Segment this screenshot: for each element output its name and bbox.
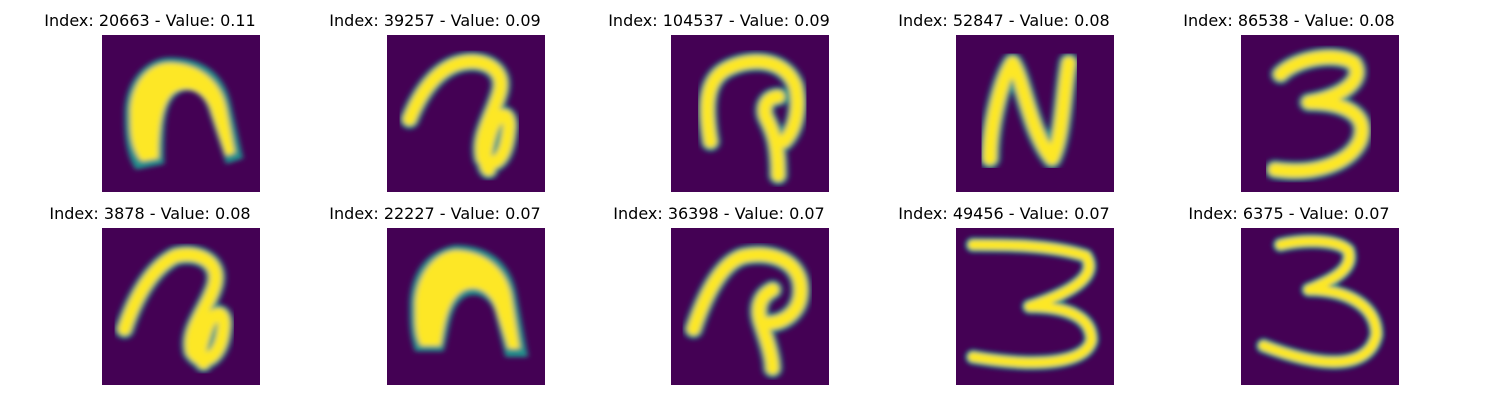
sample-title: Index: 22227 - Value: 0.07 (329, 204, 541, 223)
sample-panel-3: Index: 104537 - Value: 0.09 (569, 0, 869, 200)
sample-panel-10: Index: 6375 - Value: 0.07 (1139, 193, 1439, 393)
sample-panel-6: Index: 3878 - Value: 0.08 (0, 193, 300, 393)
sample-title: Index: 36398 - Value: 0.07 (613, 204, 825, 223)
sample-title: Index: 49456 - Value: 0.07 (898, 204, 1110, 223)
sample-panel-1: Index: 20663 - Value: 0.11 (0, 0, 300, 200)
handwritten-a-loop-icon (387, 35, 545, 192)
handwritten-3-wide-icon (956, 228, 1114, 385)
sample-title: Index: 3878 - Value: 0.08 (49, 204, 251, 223)
handwritten-p-hook-icon (671, 228, 829, 385)
blob-arch-icon (102, 35, 260, 192)
sample-panel-4: Index: 52847 - Value: 0.08 (854, 0, 1154, 200)
sample-panel-9: Index: 49456 - Value: 0.07 (854, 193, 1154, 393)
sample-title: Index: 52847 - Value: 0.08 (898, 11, 1110, 30)
sample-panel-5: Index: 86538 - Value: 0.08 (1139, 0, 1439, 200)
handwritten-a-loop-icon (102, 228, 260, 385)
sample-title: Index: 39257 - Value: 0.09 (329, 11, 541, 30)
sample-panel-7: Index: 22227 - Value: 0.07 (285, 193, 585, 393)
handwritten-n-icon (956, 35, 1114, 192)
sample-title: Index: 20663 - Value: 0.11 (44, 11, 256, 30)
sample-panel-2: Index: 39257 - Value: 0.09 (285, 0, 585, 200)
sample-title: Index: 104537 - Value: 0.09 (608, 11, 830, 30)
handwritten-p-hook-icon (671, 35, 829, 192)
handwritten-3-icon (1241, 35, 1399, 192)
sample-title: Index: 86538 - Value: 0.08 (1183, 11, 1395, 30)
sample-panel-8: Index: 36398 - Value: 0.07 (569, 193, 869, 393)
sample-title: Index: 6375 - Value: 0.07 (1188, 204, 1390, 223)
blob-arch-icon (387, 228, 545, 385)
handwritten-3-icon (1241, 228, 1399, 385)
